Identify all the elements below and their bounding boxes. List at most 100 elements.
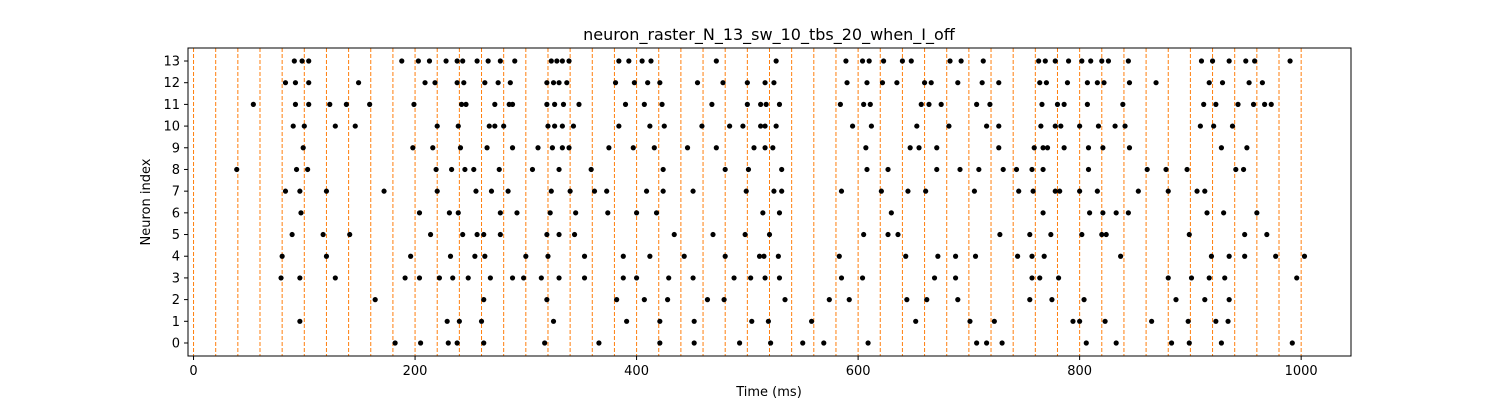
spike-point (756, 253, 763, 259)
spike-point (895, 231, 901, 238)
spike-point (776, 275, 783, 281)
spike-point (1064, 80, 1071, 86)
y-tick-label: 10 (163, 120, 180, 135)
spike-point (1243, 58, 1249, 64)
x-tick-label: 800 (1067, 364, 1092, 379)
spike-point (306, 101, 312, 107)
spike-point (1015, 253, 1021, 259)
spike-point (497, 58, 503, 64)
spike-point (434, 188, 440, 194)
spike-point (455, 123, 461, 129)
spike-point (1079, 231, 1085, 238)
spike-point (1226, 253, 1232, 259)
spike-point (704, 297, 711, 303)
spike-point (367, 101, 373, 107)
spike-point (552, 123, 558, 129)
spike-point (821, 340, 827, 346)
spike-point (731, 275, 737, 281)
spike-point (1094, 80, 1100, 86)
spike-point (1029, 275, 1035, 281)
spike-point (292, 80, 299, 86)
spike-point (1029, 253, 1035, 259)
y-tick-label: 8 (172, 163, 180, 178)
spike-point (773, 58, 779, 64)
spike-point (293, 166, 300, 173)
spike-point (826, 297, 832, 303)
spike-point (938, 101, 944, 107)
spike-point (426, 58, 433, 64)
spike-point (1077, 123, 1083, 129)
spike-point (931, 275, 938, 281)
spike-point (861, 101, 867, 107)
spike-point (934, 145, 940, 151)
x-tick-label: 400 (624, 364, 649, 379)
y-tick-label: 7 (172, 185, 180, 200)
spike-point (779, 166, 785, 173)
spike-point (471, 166, 477, 173)
spike-point (1118, 253, 1124, 259)
spike-point (630, 145, 636, 151)
spike-point (1240, 166, 1247, 173)
spike-point (758, 123, 764, 129)
spike-point (639, 58, 645, 64)
spike-point (762, 275, 768, 281)
spike-point (434, 123, 440, 129)
y-tick-label: 12 (163, 76, 180, 91)
spike-point (865, 340, 871, 346)
spike-point (918, 101, 924, 107)
spike-point (399, 58, 405, 64)
spike-point (1186, 231, 1192, 238)
spike-point (1037, 275, 1043, 281)
spike-point (868, 123, 875, 129)
spike-point (343, 101, 349, 107)
spike-point (616, 58, 622, 64)
spike-point (843, 58, 849, 64)
spike-point (606, 145, 612, 151)
spike-point (1202, 297, 1208, 303)
spike-point (559, 58, 565, 64)
spike-point (958, 58, 964, 64)
spike-point (449, 166, 455, 173)
spike-point (1213, 101, 1219, 107)
spike-point (899, 58, 906, 64)
spike-point (914, 123, 920, 129)
spike-point (885, 231, 891, 238)
spike-point (1085, 145, 1092, 151)
spike-point (775, 253, 781, 259)
spike-point (547, 210, 553, 216)
spike-point (1289, 340, 1295, 346)
spike-point (776, 101, 783, 107)
spike-point (657, 318, 663, 324)
spikes-layer (234, 58, 1308, 346)
spike-point (1077, 188, 1083, 194)
spike-point (588, 166, 594, 173)
spike-point (509, 101, 516, 107)
spike-point (770, 145, 776, 151)
chart-title: neuron_raster_N_13_sw_10_tbs_20_when_I_o… (583, 25, 956, 45)
spike-point (1149, 318, 1155, 324)
spike-point (661, 123, 667, 129)
spike-point (416, 210, 423, 216)
spike-point (1197, 123, 1203, 129)
spike-point (838, 188, 845, 194)
spike-point (751, 145, 757, 151)
spike-point (1165, 188, 1171, 194)
spike-point (456, 318, 462, 324)
spike-point (454, 340, 460, 346)
spike-point (544, 80, 550, 86)
spike-point (987, 101, 993, 107)
spike-point (1262, 101, 1268, 107)
spike-point (497, 210, 503, 216)
spike-point (544, 101, 550, 107)
spike-point (974, 340, 980, 346)
spike-point (544, 297, 550, 303)
spike-point (928, 80, 934, 86)
spike-point (921, 80, 928, 86)
spike-point (1208, 253, 1215, 259)
spike-point (1273, 253, 1279, 259)
spike-point (1219, 80, 1226, 86)
x-tick-label: 200 (403, 364, 428, 379)
spike-point (458, 101, 465, 107)
spike-point (1054, 101, 1061, 107)
